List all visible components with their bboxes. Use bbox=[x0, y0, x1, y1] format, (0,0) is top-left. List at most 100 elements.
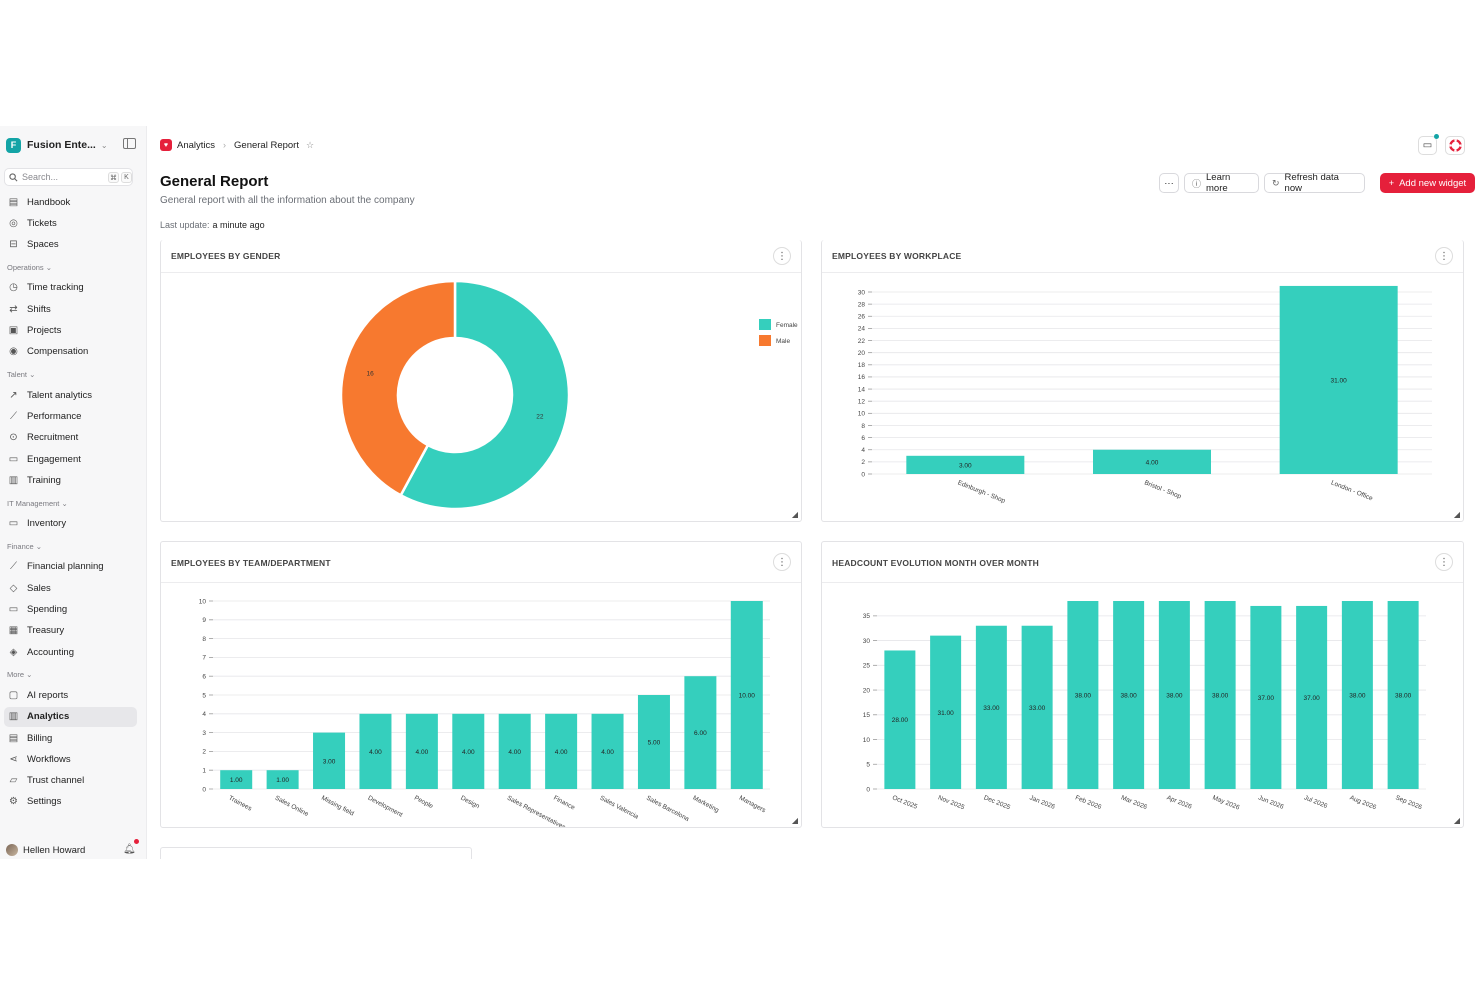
sidebar-section-title[interactable]: Operations ⌄ bbox=[7, 263, 52, 272]
sidebar-item-ai-reports[interactable]: ▢ AI reports bbox=[4, 685, 137, 705]
sidebar-item-handbook[interactable]: ▤ Handbook bbox=[4, 192, 137, 212]
sidebar-item-spaces[interactable]: ⊟ Spaces bbox=[4, 235, 137, 255]
chevron-down-icon: ⌄ bbox=[59, 498, 68, 508]
sidebar-item-recruitment[interactable]: ⊙ Recruitment bbox=[4, 428, 137, 448]
search-input[interactable]: Search... ⌘ K bbox=[4, 168, 133, 186]
y-tick-label: 25 bbox=[863, 663, 871, 670]
page-subtitle: General report with all the information … bbox=[160, 195, 415, 206]
resize-handle-icon[interactable]: ◢ bbox=[791, 816, 798, 825]
bar-value-label: 4.00 bbox=[601, 749, 614, 756]
y-tick-label: 0 bbox=[202, 786, 206, 793]
sidebar-section-title[interactable]: IT Management ⌄ bbox=[7, 499, 68, 508]
sidebar-item-label: Billing bbox=[27, 732, 53, 744]
breadcrumb-analytics[interactable]: Analytics bbox=[177, 139, 216, 151]
bell-icon[interactable]: 🔔︎ bbox=[123, 844, 136, 855]
sidebar-section-title[interactable]: More ⌄ bbox=[7, 670, 32, 679]
sidebar-item-billing[interactable]: ▤ Billing bbox=[4, 728, 137, 748]
sidebar-item-time-tracking[interactable]: ◷ Time tracking bbox=[4, 278, 137, 298]
coin-icon: ◉ bbox=[9, 346, 18, 358]
x-tick-label: Edinburgh - Shop bbox=[957, 479, 1007, 505]
y-tick-label: 4 bbox=[202, 711, 206, 718]
sidebar-item-financial-planning[interactable]: ⟋ Financial planning bbox=[4, 557, 137, 577]
sidebar-item-spending[interactable]: ▭ Spending bbox=[4, 600, 137, 620]
sidebar-item-projects[interactable]: ▣ Projects bbox=[4, 321, 137, 341]
sidebar-item-tickets[interactable]: ◎ Tickets bbox=[4, 213, 137, 233]
sidebar-item-compensation[interactable]: ◉ Compensation bbox=[4, 342, 137, 362]
headcount-bar-chart: 0 5 10 15 20 25 30 35 28.00 Oct 2025 31.00 Nov 2025… bbox=[863, 601, 1426, 812]
resize-handle-icon[interactable]: ◢ bbox=[1453, 816, 1460, 825]
sidebar-item-workflows[interactable]: ⋖ Workflows bbox=[4, 749, 137, 769]
help-center-button[interactable] bbox=[1445, 136, 1465, 155]
widget-header: HEADCOUNT EVOLUTION MONTH OVER MONTH ⋮ bbox=[822, 542, 1463, 583]
y-tick-label: 2 bbox=[202, 749, 206, 756]
bar-value-label: 4.00 bbox=[416, 749, 429, 756]
widget-employees-by-gender: EMPLOYEES BY GENDER ⋮ 22 16 Female Male ◢ bbox=[160, 240, 802, 522]
widget-menu-button[interactable]: ⋮ bbox=[773, 553, 791, 571]
page-title: General Report bbox=[160, 173, 269, 190]
chart-line-icon: ⟋ bbox=[10, 410, 17, 422]
widget-menu-button[interactable]: ⋮ bbox=[1435, 247, 1453, 265]
avatar bbox=[6, 844, 18, 856]
y-tick-label: 24 bbox=[858, 326, 866, 333]
sidebar-item-talent-analytics[interactable]: ↗ Talent analytics bbox=[4, 385, 137, 405]
sidebar-item-trust-channel[interactable]: ▱ Trust channel bbox=[4, 771, 137, 791]
refresh-label: Refresh data now bbox=[1284, 172, 1339, 194]
bar-value-label: 3.00 bbox=[323, 758, 336, 765]
y-tick-label: 30 bbox=[858, 289, 866, 296]
sidebar-item-shifts[interactable]: ⇄ Shifts bbox=[4, 299, 137, 319]
sidebar-item-analytics[interactable]: ▥ Analytics bbox=[4, 706, 137, 727]
sidebar-item-treasury[interactable]: ▦ Treasury bbox=[4, 621, 137, 641]
sidebar-item-settings[interactable]: ⚙ Settings bbox=[4, 792, 137, 812]
sidebar-item-label: Spending bbox=[27, 604, 68, 615]
y-tick-label: 8 bbox=[861, 423, 865, 430]
bar-value-label: 38.00 bbox=[1075, 693, 1092, 700]
refresh-data-button[interactable]: ↻ Refresh data now bbox=[1264, 172, 1365, 194]
widget-menu-button[interactable]: ⋮ bbox=[773, 247, 791, 265]
x-tick-label: Oct 2025 bbox=[891, 794, 918, 811]
x-tick-label: Design bbox=[459, 795, 480, 811]
bar-value-label: 31.00 bbox=[1331, 377, 1348, 384]
x-tick-label: Managers bbox=[738, 795, 767, 815]
resize-handle-icon[interactable]: ◢ bbox=[791, 510, 798, 519]
clock-icon: ◷ bbox=[9, 282, 18, 294]
sidebar-item-inventory[interactable]: ▭ Inventory bbox=[4, 514, 137, 534]
more-options-button[interactable]: ··· bbox=[1159, 173, 1179, 193]
y-tick-label: 14 bbox=[858, 386, 866, 393]
learn-more-button[interactable]: ⓘ Learn more bbox=[1184, 172, 1259, 194]
feedback-button[interactable]: ▭ bbox=[1418, 136, 1437, 155]
y-tick-label: 10 bbox=[199, 598, 207, 605]
section-label: More bbox=[7, 670, 25, 680]
sidebar-item-training[interactable]: ▥ Training bbox=[4, 470, 137, 490]
y-tick-label: 10 bbox=[858, 411, 866, 418]
sidebar-item-engagement[interactable]: ▭ Engagement bbox=[4, 449, 137, 469]
resize-handle-icon[interactable]: ◢ bbox=[1453, 510, 1460, 519]
star-icon[interactable]: ☆ bbox=[305, 139, 315, 150]
sidebar-toggle-icon[interactable] bbox=[123, 138, 136, 149]
refresh-icon: ↻ bbox=[1272, 177, 1280, 188]
sidebar-item-label: Recruitment bbox=[27, 432, 79, 444]
sidebar-section-title[interactable]: Talent ⌄ bbox=[7, 370, 35, 379]
sidebar-item-sales[interactable]: ◇ Sales bbox=[4, 578, 137, 598]
sidebar-item-accounting[interactable]: ◈ Accounting bbox=[4, 642, 137, 662]
bar-value-label: 4.00 bbox=[462, 749, 475, 756]
sidebar-item-label: Projects bbox=[27, 325, 62, 336]
legend-swatch bbox=[759, 319, 771, 330]
widget-menu-button[interactable]: ⋮ bbox=[1435, 553, 1453, 571]
bar-value-label: 6.00 bbox=[694, 730, 707, 737]
x-tick-label: May 2026 bbox=[1211, 794, 1240, 811]
bar bbox=[884, 650, 916, 789]
x-tick-label: Apr 2026 bbox=[1166, 794, 1193, 811]
workspace-switcher[interactable]: F Fusion Ente... ⌄ bbox=[6, 137, 140, 153]
user-menu[interactable]: Hellen Howard 🔔︎ bbox=[6, 839, 140, 856]
bank-icon: ▦ bbox=[8, 625, 19, 637]
sidebar-item-performance[interactable]: ⟋ Performance bbox=[4, 406, 137, 426]
bar-value-label: 37.00 bbox=[1258, 695, 1275, 702]
slice-label: 22 bbox=[536, 413, 544, 420]
sidebar-section-title[interactable]: Finance ⌄ bbox=[7, 542, 42, 551]
legend-swatch bbox=[759, 335, 771, 346]
bar bbox=[906, 455, 1025, 474]
accounting-icon: ◈ bbox=[9, 646, 18, 658]
chevron-down-icon: ⌄ bbox=[43, 262, 53, 272]
bar bbox=[930, 635, 962, 789]
add-widget-button[interactable]: + Add new widget bbox=[1380, 173, 1475, 193]
